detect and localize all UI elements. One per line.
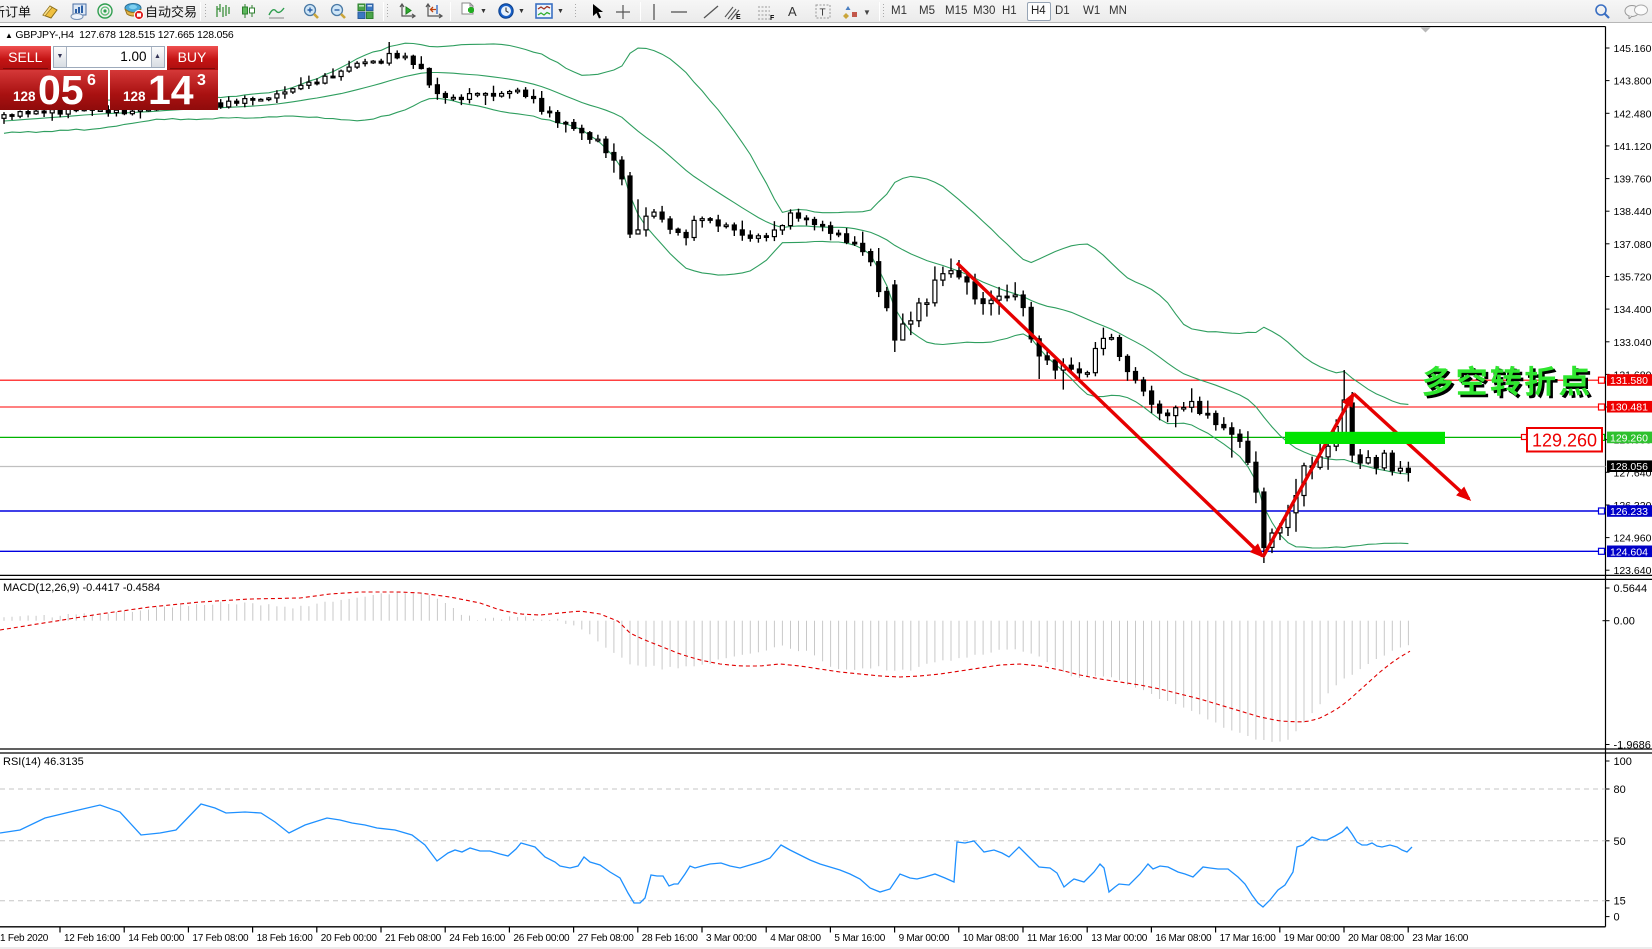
svg-text:124.960: 124.960 bbox=[1614, 533, 1652, 545]
svg-text:124.604: 124.604 bbox=[1610, 546, 1648, 558]
svg-text:T: T bbox=[820, 8, 826, 19]
svg-text:128.056: 128.056 bbox=[1610, 461, 1648, 473]
svg-text:19 Mar 00:00: 19 Mar 00:00 bbox=[1284, 933, 1341, 944]
svg-text:13 Mar 00:00: 13 Mar 00:00 bbox=[1091, 933, 1148, 944]
svg-text:24 Feb 16:00: 24 Feb 16:00 bbox=[449, 933, 506, 944]
svg-text:0: 0 bbox=[1614, 912, 1620, 924]
svg-text:3 Mar 00:00: 3 Mar 00:00 bbox=[706, 933, 757, 944]
svg-text:50: 50 bbox=[1614, 836, 1626, 848]
svg-text:1 Feb 2020: 1 Feb 2020 bbox=[0, 933, 49, 944]
svg-text:28 Feb 16:00: 28 Feb 16:00 bbox=[642, 933, 699, 944]
svg-text:E: E bbox=[736, 14, 741, 20]
svg-text:14 Feb 00:00: 14 Feb 00:00 bbox=[128, 933, 185, 944]
svg-text:137.080: 137.080 bbox=[1614, 239, 1652, 251]
svg-text:130.481: 130.481 bbox=[1610, 402, 1648, 414]
svg-text:15: 15 bbox=[1614, 896, 1626, 908]
svg-text:129.260: 129.260 bbox=[1610, 432, 1648, 444]
svg-text:RSI(14) 46.3135: RSI(14) 46.3135 bbox=[3, 756, 84, 768]
svg-text:126.233: 126.233 bbox=[1610, 506, 1648, 518]
svg-text:16 Mar 08:00: 16 Mar 08:00 bbox=[1155, 933, 1212, 944]
svg-text:138.440: 138.440 bbox=[1614, 206, 1652, 218]
svg-text:26 Feb 00:00: 26 Feb 00:00 bbox=[513, 933, 570, 944]
svg-text:141.120: 141.120 bbox=[1614, 141, 1652, 153]
svg-text:134.400: 134.400 bbox=[1614, 304, 1652, 316]
svg-text:MACD(12,26,9) -0.4417 -0.4584: MACD(12,26,9) -0.4417 -0.4584 bbox=[3, 582, 160, 594]
svg-text:4 Mar 08:00: 4 Mar 08:00 bbox=[770, 933, 821, 944]
svg-text:123.640: 123.640 bbox=[1614, 565, 1652, 577]
svg-text:17 Mar 16:00: 17 Mar 16:00 bbox=[1220, 933, 1277, 944]
svg-text:0.00: 0.00 bbox=[1614, 616, 1635, 628]
svg-text:133.040: 133.040 bbox=[1614, 337, 1652, 349]
svg-text:17 Feb 08:00: 17 Feb 08:00 bbox=[192, 933, 249, 944]
svg-text:27 Feb 08:00: 27 Feb 08:00 bbox=[578, 933, 635, 944]
svg-text:20 Feb 00:00: 20 Feb 00:00 bbox=[321, 933, 378, 944]
svg-text:20 Mar 08:00: 20 Mar 08:00 bbox=[1348, 933, 1405, 944]
svg-text:11 Mar 16:00: 11 Mar 16:00 bbox=[1027, 933, 1083, 944]
svg-text:80: 80 bbox=[1614, 784, 1626, 796]
svg-text:142.480: 142.480 bbox=[1614, 108, 1652, 120]
svg-text:0.5644: 0.5644 bbox=[1614, 583, 1648, 595]
svg-text:23 Mar 16:00: 23 Mar 16:00 bbox=[1412, 933, 1469, 944]
svg-text:9 Mar 00:00: 9 Mar 00:00 bbox=[899, 933, 950, 944]
svg-text:F: F bbox=[770, 15, 775, 20]
svg-text:143.800: 143.800 bbox=[1614, 76, 1652, 88]
svg-text:12 Feb 16:00: 12 Feb 16:00 bbox=[64, 933, 121, 944]
svg-text:135.720: 135.720 bbox=[1614, 272, 1652, 284]
svg-text:129.260: 129.260 bbox=[1532, 431, 1597, 451]
svg-text:21 Feb 08:00: 21 Feb 08:00 bbox=[385, 933, 442, 944]
svg-text:-1.9686: -1.9686 bbox=[1614, 740, 1651, 752]
svg-text:18 Feb 16:00: 18 Feb 16:00 bbox=[257, 933, 314, 944]
svg-text:131.580: 131.580 bbox=[1610, 375, 1648, 387]
svg-text:145.160: 145.160 bbox=[1614, 43, 1652, 55]
svg-text:139.760: 139.760 bbox=[1614, 174, 1652, 186]
svg-text:10 Mar 08:00: 10 Mar 08:00 bbox=[963, 933, 1020, 944]
svg-text:100: 100 bbox=[1614, 756, 1632, 768]
svg-text:5 Mar 16:00: 5 Mar 16:00 bbox=[834, 933, 885, 944]
